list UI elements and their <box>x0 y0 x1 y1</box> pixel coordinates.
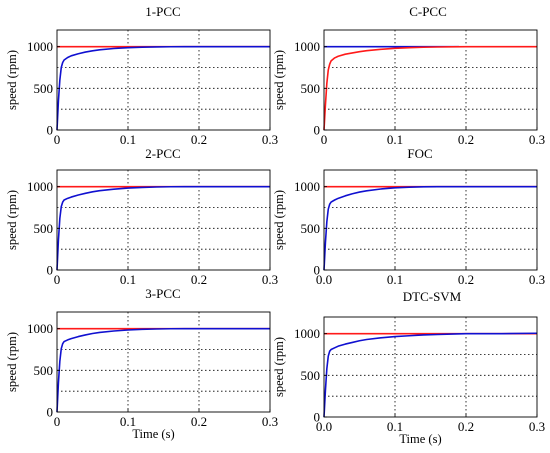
x-tick-label: 0.0 <box>316 419 332 434</box>
x-tick-label: 0 <box>54 272 61 287</box>
y-tick-label: 0 <box>314 410 321 425</box>
x-tick-label: 0.3 <box>529 132 545 147</box>
x-axis-label: Time (s) <box>132 427 174 441</box>
x-tick-label: 0.2 <box>191 414 207 429</box>
y-tick-label: 500 <box>34 221 54 236</box>
plot-frame <box>323 169 538 271</box>
subplot-title: 1-PCC <box>145 4 180 19</box>
subplot-p3: 0 0.1 0.2 0.3 0 500 1000 2-PCC speed (rpm) <box>5 146 278 287</box>
y-tick-label: 0 <box>47 123 54 138</box>
y-tick-label: 500 <box>34 81 54 96</box>
y-tick-label: 1000 <box>27 321 53 336</box>
x-tick-label: 0.1 <box>120 132 136 147</box>
x-tick-label: 0.3 <box>529 272 545 287</box>
x-tick-label: 0.2 <box>458 132 474 147</box>
plot-area <box>324 170 537 270</box>
y-tick-label: 1000 <box>27 179 53 194</box>
subplot-p6: 0.0 0.1 0.2 0.3 0 500 1000 DTC-SVM speed (rpm) Ti… <box>272 289 545 446</box>
x-tick-label: 0.3 <box>529 419 545 434</box>
x-tick-label: 0.1 <box>120 272 136 287</box>
y-axis-label: speed (rpm) <box>272 50 286 110</box>
series-line-2 <box>323 185 537 271</box>
series-line-2 <box>323 332 538 418</box>
y-tick-label: 1000 <box>294 39 320 54</box>
series-line-2 <box>323 45 537 131</box>
subplot-p5: 0 0.1 0.2 0.3 0 500 1000 3-PCC speed (rpm) Time (… <box>5 286 278 441</box>
y-tick-label: 1000 <box>294 326 320 341</box>
y-tick-label: 500 <box>301 81 321 96</box>
series-line-2 <box>56 327 270 413</box>
subplot-p2: 0 0.1 0.2 0.3 0 500 1000 C-PCC speed (rpm) <box>272 4 545 147</box>
series-line-2 <box>56 185 270 271</box>
plot-area <box>57 312 270 412</box>
x-axis-label: Time (s) <box>399 432 441 446</box>
x-tick-label: 0.0 <box>316 272 332 287</box>
y-axis-label: speed (rpm) <box>272 190 286 250</box>
x-tick-label: 0.2 <box>191 272 207 287</box>
x-tick-label: 0.2 <box>458 272 474 287</box>
x-tick-label: 0.1 <box>120 414 136 429</box>
subplot-title: C-PCC <box>409 4 447 19</box>
plot-frame <box>56 311 271 413</box>
x-tick-label: 0.3 <box>262 414 278 429</box>
y-tick-label: 500 <box>301 221 321 236</box>
y-tick-label: 500 <box>34 363 54 378</box>
y-tick-label: 0 <box>314 123 321 138</box>
plot-frame <box>323 29 538 131</box>
y-tick-label: 0 <box>47 405 54 420</box>
y-tick-label: 0 <box>47 263 54 278</box>
plot-area <box>57 30 270 130</box>
subplot-title: 2-PCC <box>145 146 180 161</box>
series-line-2 <box>56 45 270 131</box>
x-tick-label: 0 <box>54 132 61 147</box>
y-tick-label: 500 <box>301 368 321 383</box>
plot-frame <box>56 29 271 131</box>
y-axis-label: speed (rpm) <box>5 50 19 110</box>
x-tick-label: 0.1 <box>387 419 403 434</box>
subplot-title: 3-PCC <box>145 286 180 301</box>
subplot-p1: 0 0.1 0.2 0.3 0 500 1000 1-PCC speed (rpm) <box>5 4 278 147</box>
y-axis-label: speed (rpm) <box>5 332 19 392</box>
x-tick-label: 0.2 <box>191 132 207 147</box>
x-tick-label: 0 <box>54 414 61 429</box>
subplot-title: FOC <box>407 146 432 161</box>
y-tick-label: 0 <box>314 263 321 278</box>
plot-frame <box>56 169 271 271</box>
plot-area <box>57 170 270 270</box>
x-tick-label: 0.2 <box>458 419 474 434</box>
plot-area <box>324 30 537 130</box>
subplot-p4: 0.0 0.1 0.2 0.3 0 500 1000 FOC speed (rpm) <box>272 146 545 287</box>
x-tick-label: 0.3 <box>262 132 278 147</box>
x-tick-label: 0.1 <box>387 132 403 147</box>
x-tick-label: 0 <box>321 132 328 147</box>
x-tick-label: 0.3 <box>262 272 278 287</box>
subplot-title: DTC-SVM <box>403 289 462 304</box>
y-axis-label: speed (rpm) <box>5 190 19 250</box>
plot-frame <box>323 316 538 418</box>
y-tick-label: 1000 <box>27 39 53 54</box>
y-axis-label: speed (rpm) <box>272 337 286 397</box>
plot-area <box>324 317 537 417</box>
x-tick-label: 0.1 <box>387 272 403 287</box>
y-tick-label: 1000 <box>294 179 320 194</box>
